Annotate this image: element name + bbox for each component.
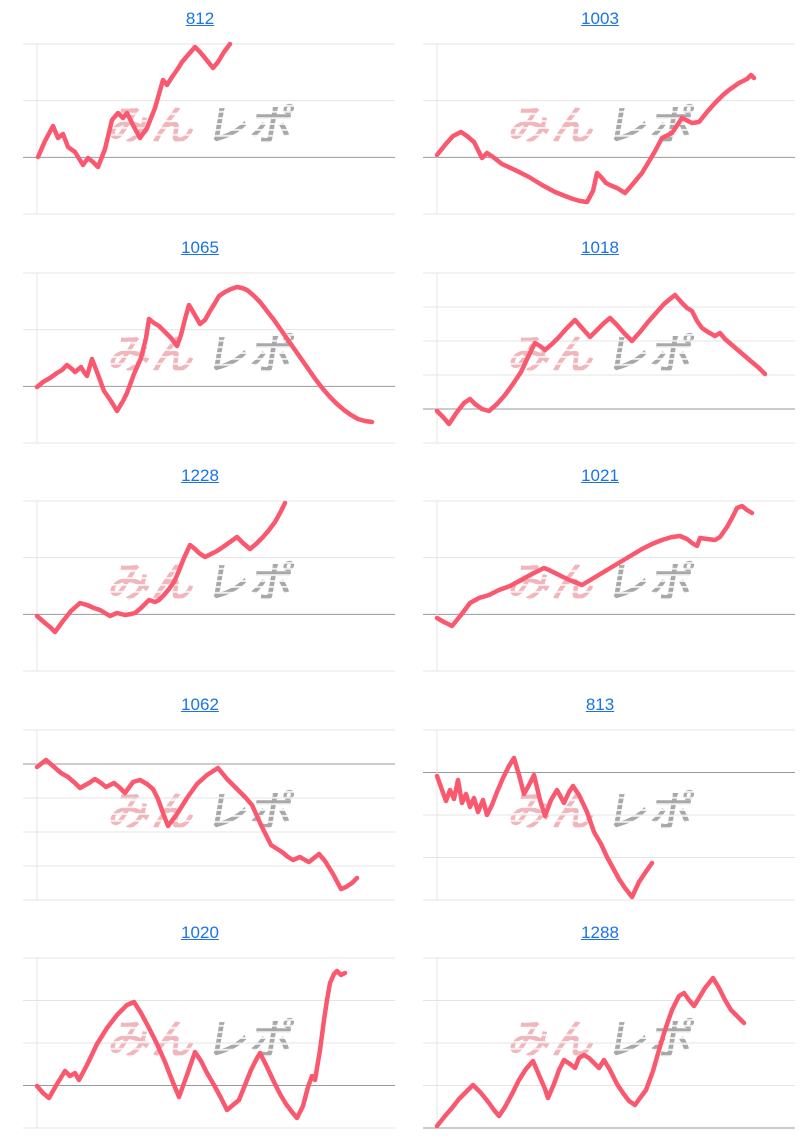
sparkline-chart: みんレポ — [400, 34, 800, 226]
chart-title-row: 1021 — [400, 457, 800, 491]
data-line — [34, 969, 348, 1121]
chart-card: 813 みんレポ — [400, 686, 800, 915]
sparkline-svg — [423, 500, 795, 672]
chart-title-link[interactable]: 1288 — [581, 923, 619, 943]
chart-card: 1020 みんレポ — [0, 914, 400, 1143]
data-line — [34, 284, 375, 424]
sparkline-svg — [423, 729, 795, 901]
data-line — [434, 976, 747, 1129]
chart-card: 1003 みんレポ — [400, 0, 800, 229]
sparkline-svg — [423, 957, 795, 1129]
chart-title-row: 1228 — [0, 457, 400, 491]
sparkline-svg — [23, 41, 395, 215]
chart-title-link[interactable]: 813 — [585, 694, 615, 714]
chart-title-row: 813 — [400, 686, 800, 720]
sparkline-chart: みんレポ — [0, 948, 400, 1140]
chart-card: 1288 みんレポ — [400, 914, 800, 1143]
chart-title-link[interactable]: 1020 — [181, 923, 219, 943]
sparkline-chart: みんレポ — [0, 34, 400, 226]
data-line — [34, 757, 360, 892]
data-line — [34, 500, 288, 635]
sparkline-svg — [23, 729, 395, 901]
chart-card: 1228 みんレポ — [0, 457, 400, 686]
sparkline-chart: みんレポ — [400, 491, 800, 683]
sparkline-chart: みんレポ — [400, 948, 800, 1140]
sparkline-svg — [423, 272, 795, 444]
chart-title-link[interactable]: 1065 — [181, 237, 219, 257]
sparkline-svg — [23, 500, 395, 672]
chart-title-link[interactable]: 1018 — [581, 237, 619, 257]
chart-title-link[interactable]: 1003 — [581, 9, 619, 28]
chart-title-link[interactable]: 1021 — [581, 466, 619, 486]
chart-title-link[interactable]: 1228 — [181, 466, 219, 486]
data-line — [434, 292, 768, 426]
chart-title-row: 1018 — [400, 229, 800, 263]
sparkline-svg — [23, 272, 395, 444]
sparkline-svg — [23, 957, 395, 1129]
sparkline-chart: みんレポ — [0, 263, 400, 455]
chart-card: 1062 みんレポ — [0, 686, 400, 915]
sparkline-chart: みんレポ — [0, 720, 400, 912]
chart-card: 812 みんレポ — [0, 0, 400, 229]
chart-card: 1021 みんレポ — [400, 457, 800, 686]
data-line — [434, 72, 757, 205]
sparkline-svg — [423, 43, 795, 215]
chart-title-row: 1020 — [0, 914, 400, 948]
chart-card: 1018 みんレポ — [400, 229, 800, 458]
chart-card: 1065 みんレポ — [0, 229, 400, 458]
chart-title-row: 1003 — [400, 0, 800, 34]
chart-title-row: 1065 — [0, 229, 400, 263]
sparkline-chart: みんレポ — [0, 491, 400, 683]
sparkline-chart: みんレポ — [400, 720, 800, 912]
data-line — [35, 41, 233, 170]
data-line — [434, 755, 655, 900]
chart-title-row: 1288 — [400, 914, 800, 948]
data-line — [434, 503, 755, 629]
chart-title-row: 1062 — [0, 686, 400, 720]
chart-title-link[interactable]: 1062 — [181, 694, 219, 714]
chart-title-link[interactable]: 812 — [185, 9, 215, 28]
sparkline-chart: みんレポ — [400, 263, 800, 455]
chart-title-row: 812 — [0, 0, 400, 34]
